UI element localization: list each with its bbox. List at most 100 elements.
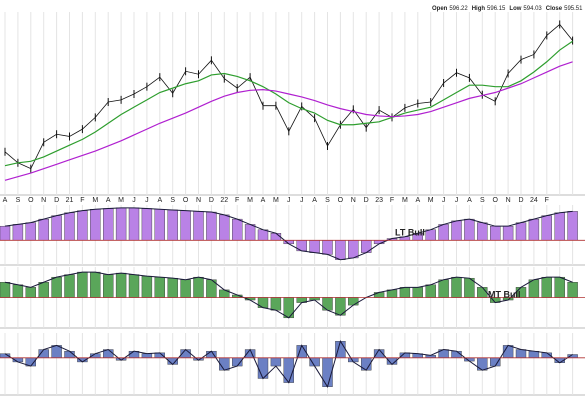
header: Open 596.22 High 596.15 Low 594.03 Close 595.51… — [432, 6, 585, 12]
x-tick-label: M — [428, 197, 434, 204]
indicator-bar — [0, 225, 11, 241]
x-tick-label: J — [300, 197, 304, 204]
indicator-bar — [451, 220, 462, 241]
indicator-bar — [554, 212, 565, 241]
x-tick-label: J — [442, 197, 446, 204]
x-tick-label: F — [545, 197, 549, 204]
x-tick-label: M — [273, 197, 279, 204]
indicator-bar — [567, 211, 578, 241]
annotation: LT Bull — [395, 227, 425, 237]
x-tick-label: O — [28, 197, 34, 204]
x-tick-label: F — [80, 197, 84, 204]
indicator-bar — [141, 208, 153, 241]
indicator-bar — [25, 287, 36, 298]
indicator-line — [4, 340, 573, 388]
x-tick-label: D — [518, 197, 523, 204]
indicator-bar — [528, 279, 540, 298]
x-tick-label: D — [364, 197, 369, 204]
indicator-bar — [12, 284, 24, 298]
indicator-bar — [490, 357, 501, 367]
indicator-bar — [167, 277, 178, 298]
price-line — [4, 40, 573, 167]
indicator-bar — [25, 222, 36, 241]
indicator-bar — [515, 222, 527, 241]
header-value: 594.03 — [523, 6, 542, 12]
indicator-bar — [154, 276, 166, 298]
x-tick-label: A — [312, 197, 317, 204]
header-label: High — [472, 6, 486, 12]
header-value: 596.22 — [449, 6, 468, 12]
indicator-bar — [528, 218, 540, 241]
x-tick-label: A — [3, 197, 8, 204]
indicator-bar — [541, 215, 552, 241]
indicator-bar — [90, 209, 101, 241]
indicator-bar — [322, 297, 333, 311]
indicator-bar — [128, 207, 140, 241]
indicator-bar — [64, 212, 75, 241]
x-tick-label: J — [145, 197, 149, 204]
x-tick-label: A — [106, 197, 111, 204]
indicator-bar — [102, 274, 114, 298]
x-tick-label: J — [455, 197, 459, 204]
indicator-bar — [502, 225, 514, 241]
indicator-bar — [528, 350, 540, 359]
indicator-bar — [348, 297, 359, 306]
x-tick-label: A — [261, 197, 266, 204]
indicator-bar — [90, 271, 101, 298]
indicator-bar — [219, 357, 230, 371]
x-tick-label: S — [16, 197, 21, 204]
indicator-bar — [373, 292, 385, 298]
indicator-bar — [38, 282, 49, 298]
indicator-bar — [141, 275, 153, 298]
indicator-bar — [64, 274, 75, 298]
x-tick-label: D — [209, 197, 214, 204]
indicator-bar — [0, 282, 11, 298]
x-tick-label: N — [196, 197, 201, 204]
x-tick-label: D — [54, 197, 59, 204]
x-tick-label: O — [183, 197, 189, 204]
indicator-bar — [219, 214, 230, 241]
price-line — [4, 61, 573, 181]
indicator-bar — [38, 218, 49, 241]
x-tick-label: F — [235, 197, 239, 204]
x-tick-label: N — [506, 197, 511, 204]
x-tick-label: M — [402, 197, 408, 204]
x-tick-label: 24 — [530, 197, 538, 204]
indicator-bar — [193, 276, 204, 298]
indicator-bar — [515, 349, 527, 358]
indicator-bar — [115, 272, 127, 298]
indicator-bar — [154, 209, 166, 241]
indicator-bar — [180, 210, 191, 241]
indicator-bar — [51, 215, 62, 241]
indicator-bar — [51, 276, 62, 298]
x-tick-label: M — [118, 197, 124, 204]
indicator-bar — [206, 211, 217, 241]
header-value: 595.51 — [564, 6, 583, 12]
indicator-bar — [451, 276, 462, 298]
indicator-bar — [167, 209, 178, 241]
indicator-bar — [554, 276, 565, 298]
indicator-bar — [412, 287, 423, 298]
annotation: MT Bull — [488, 289, 521, 299]
x-tick-label: A — [415, 197, 420, 204]
x-tick-label: O — [338, 197, 344, 204]
indicator-bar — [180, 279, 191, 298]
indicator-bar — [270, 357, 282, 367]
indicator-bar — [322, 240, 333, 255]
indicator-bar — [490, 225, 501, 241]
indicator-bar — [438, 224, 449, 241]
indicator-line — [4, 271, 573, 319]
x-tick-label: F — [390, 197, 394, 204]
indicator-bar — [257, 229, 269, 241]
x-tick-label: N — [351, 197, 356, 204]
indicator-bar — [12, 224, 24, 241]
indicator-bar — [115, 207, 127, 241]
indicator-bar — [322, 357, 333, 387]
x-tick-label: A — [467, 197, 472, 204]
indicator-bar — [399, 287, 411, 298]
indicator-bar — [102, 208, 114, 241]
x-tick-label: 21 — [66, 197, 74, 204]
indicator-bar — [425, 284, 436, 298]
